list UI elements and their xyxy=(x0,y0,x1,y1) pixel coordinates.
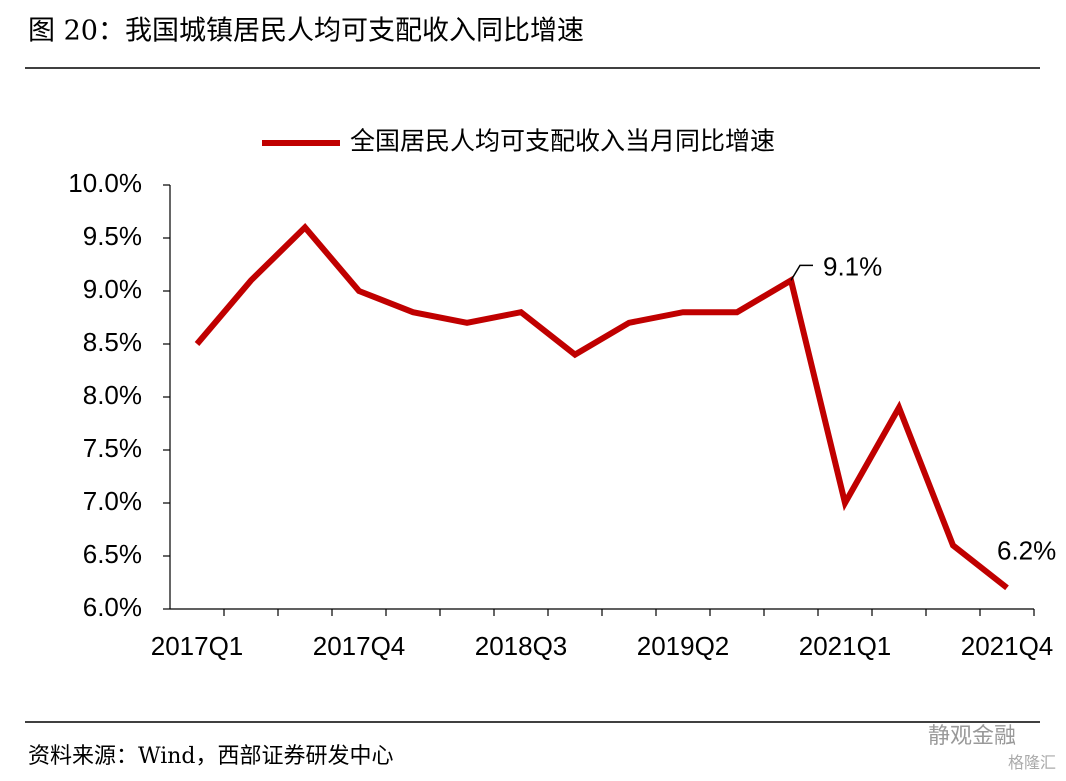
y-tick-label: 7.0% xyxy=(83,486,142,516)
x-tick-label: 2017Q1 xyxy=(151,631,244,661)
x-tick-label: 2017Q4 xyxy=(313,631,406,661)
y-tick-label: 9.0% xyxy=(83,274,142,304)
data-label: 9.1% xyxy=(823,251,882,281)
y-tick-label: 10.0% xyxy=(68,168,142,198)
watermark: 静观金融 xyxy=(928,723,1016,748)
y-tick-label: 6.0% xyxy=(83,592,142,622)
legend-label: 全国居民人均可支配收入当月同比增速 xyxy=(350,127,775,156)
y-tick-label: 8.0% xyxy=(83,380,142,410)
y-tick-label: 9.5% xyxy=(83,221,142,251)
label-leader xyxy=(790,264,813,281)
x-tick-label: 2021Q1 xyxy=(799,631,892,661)
source: 资料来源：Wind，西部证券研发中心 xyxy=(28,744,394,769)
y-tick-label: 6.5% xyxy=(83,539,142,569)
y-tick-label: 7.5% xyxy=(83,433,142,463)
watermark-sub: 格隆汇 xyxy=(1008,754,1056,772)
x-tick-label: 2021Q4 xyxy=(961,631,1054,661)
data-label: 6.2% xyxy=(997,536,1056,566)
x-tick-label: 2018Q3 xyxy=(475,631,568,661)
title: 图 20：我国城镇居民人均可支配收入同比增速 xyxy=(28,16,584,47)
y-tick-label: 8.5% xyxy=(83,327,142,357)
data-line xyxy=(194,223,1009,591)
x-tick-label: 2019Q2 xyxy=(637,631,730,661)
